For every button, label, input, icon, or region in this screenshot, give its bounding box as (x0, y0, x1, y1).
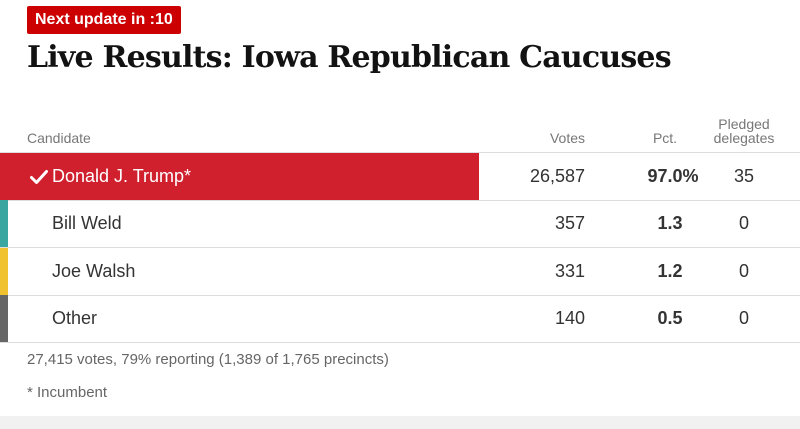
header-votes: Votes (549, 130, 585, 146)
candidate-color-bar (0, 295, 8, 342)
incumbent-note: * Incumbent (27, 384, 108, 401)
candidate-pct: 1.3 (657, 213, 683, 233)
page-title: Live Results: Iowa Republican Caucuses (27, 40, 672, 75)
candidate-delegates: 0 (738, 308, 749, 328)
reporting-summary: 27,415 votes, 79% reporting (1,389 of 1,… (27, 351, 389, 368)
header-pct: Pct. (652, 130, 678, 146)
winner-highlight (0, 153, 479, 200)
candidate-name: Bill Weld (52, 213, 122, 233)
candidate-delegates: 35 (733, 166, 755, 186)
candidate-pct: 1.2 (657, 261, 683, 281)
results-card: Next update in :10 Live Results: Iowa Re… (0, 6, 800, 401)
candidate-name: Joe Walsh (52, 261, 136, 281)
candidate-votes: 26,587 (529, 166, 585, 186)
checkmark-icon (30, 170, 48, 184)
candidate-votes: 357 (554, 213, 585, 233)
table-row: Bill Weld 357 1.3 0 (0, 200, 800, 248)
table-divider (0, 152, 800, 153)
candidate-name: Donald J. Trump* (52, 166, 192, 186)
table-row: Other 140 0.5 0 (0, 295, 800, 343)
candidate-pct: 0.5 (657, 308, 683, 328)
table-row: Joe Walsh 331 1.2 0 (0, 248, 800, 296)
header-candidate: Candidate (27, 130, 91, 146)
candidate-delegates: 0 (738, 213, 749, 233)
candidate-name: Other (52, 308, 98, 328)
candidate-color-bar (0, 248, 8, 295)
candidate-color-bar (0, 200, 8, 247)
candidate-votes: 140 (554, 308, 585, 328)
page-bottom-strip (0, 416, 800, 429)
candidate-pct: 97.0% (647, 166, 699, 186)
next-update-badge: Next update in :10 (27, 6, 181, 34)
candidate-delegates: 0 (738, 261, 749, 281)
header-pledged-delegates: Pledged delegates (713, 116, 775, 146)
table-row-winner: Donald J. Trump* 26,587 97.0% 35 (0, 153, 800, 201)
candidate-votes: 331 (554, 261, 585, 281)
